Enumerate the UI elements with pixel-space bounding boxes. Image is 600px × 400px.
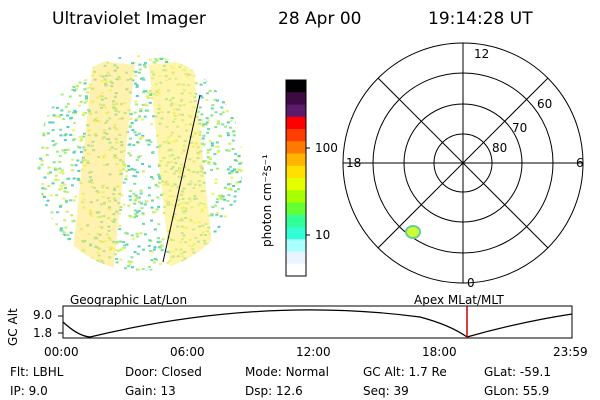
colorbar-segment: [286, 227, 306, 240]
orbit-y-tick-low: 1.8: [33, 326, 53, 340]
colorbar-segment: [286, 116, 306, 130]
mlt-label-18: 18: [346, 156, 362, 170]
lat-label-70: 70: [512, 121, 528, 135]
orbit-x-tick: 12:00: [296, 345, 331, 359]
colorbar-segment: [286, 104, 306, 118]
colorbar-segment: [286, 141, 306, 154]
polar-aurora-spot: [405, 225, 421, 239]
orbit-x-tick: 00:00: [44, 345, 79, 359]
orbit-x-tick: 23:59: [553, 345, 588, 359]
colorbar-label-10: 10: [315, 228, 331, 242]
colorbar-unit-label: photon cm⁻²s⁻¹: [260, 154, 274, 247]
orbit-x-tick: 18:00: [422, 345, 457, 359]
aurora-band-left: [71, 60, 135, 271]
info-glon: GLon: 55.9: [484, 384, 550, 398]
header-date: 28 Apr 00: [278, 9, 362, 29]
info-dsp: Dsp: 12.6: [245, 384, 303, 398]
colorbar-label-100: 100: [315, 141, 338, 155]
terminator-line: [162, 94, 201, 263]
colorbar-segment: [286, 129, 306, 142]
orbit-altitude-curve: [62, 309, 573, 338]
info-ip: IP: 9.0: [10, 384, 48, 398]
colorbar-segment: [286, 153, 306, 167]
info-seq: Seq: 39: [363, 384, 409, 398]
orbit-x-tick: 06:00: [170, 345, 205, 359]
colorbar-segment: [286, 263, 306, 277]
polar-plot: [342, 42, 584, 284]
colorbar-segment: [286, 178, 306, 191]
header-time: 19:14:28 UT: [428, 9, 533, 29]
mlt-label-6: 6: [576, 156, 584, 170]
info-door: Door: Closed: [125, 365, 202, 379]
mlt-label-12: 12: [474, 47, 490, 61]
aurora-band-right: [148, 60, 216, 271]
colorbar-border: [285, 79, 307, 277]
colorbar-segment: [286, 202, 306, 216]
orbit-y-tick-high: 9.0: [33, 308, 53, 322]
info-gc-alt: GC Alt: 1.7 Re: [363, 365, 447, 379]
lat-label-80: 80: [492, 141, 508, 155]
info-glat: GLat: -59.1: [484, 365, 551, 379]
orbit-left-title: Geographic Lat/Lon: [70, 293, 188, 307]
colorbar-segment: [286, 92, 306, 105]
app-title: Ultraviolet Imager: [52, 9, 206, 29]
colorbar-segment: [286, 165, 306, 179]
info-flt: Flt: LBHL: [10, 365, 64, 379]
info-mode: Mode: Normal: [245, 365, 329, 379]
colorbar-segment: [286, 190, 306, 203]
orbit-plot-frame: [62, 305, 573, 339]
lat-label-60: 60: [537, 97, 553, 111]
colorbar-segment: [286, 214, 306, 228]
colorbar-segment: [286, 239, 306, 252]
color-bar: [285, 79, 307, 277]
orbit-right-title: Apex MLat/MLT: [414, 293, 504, 307]
mlt-label-0: 0: [467, 276, 475, 290]
info-gain: Gain: 13: [125, 384, 176, 398]
orbit-y-axis-label: GC Alt: [6, 308, 20, 346]
colorbar-segment: [286, 80, 306, 93]
colorbar-segment: [286, 251, 306, 265]
